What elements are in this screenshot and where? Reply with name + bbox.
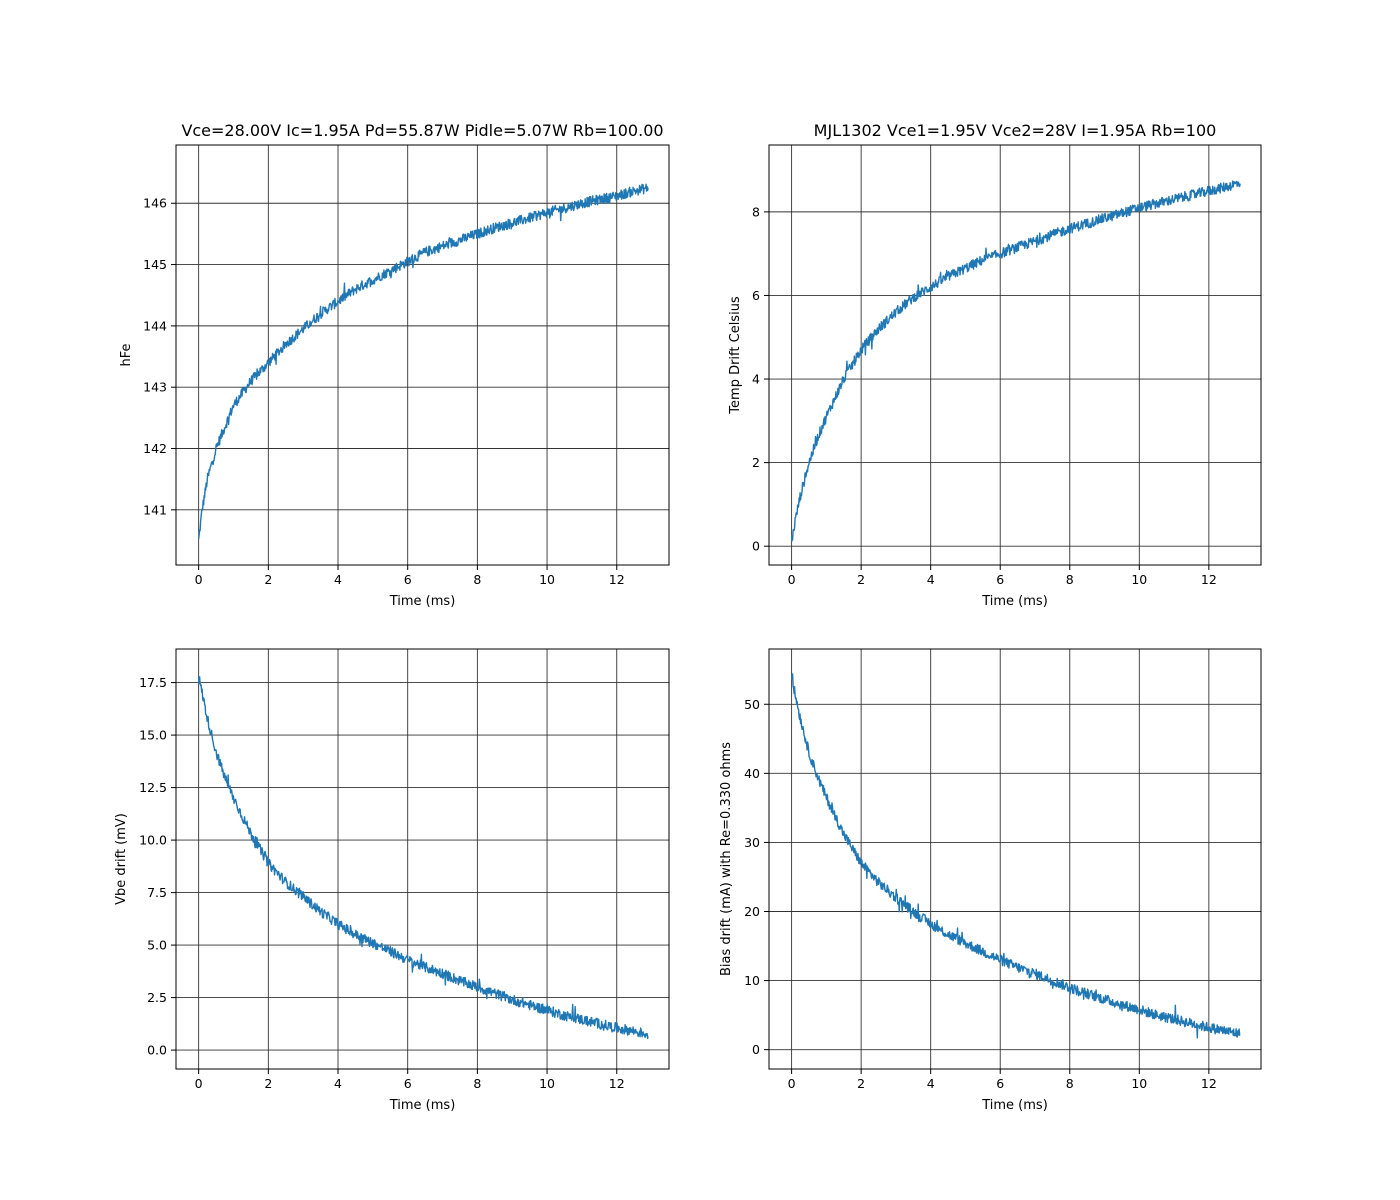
y-tick-label: 17.5 [139, 675, 167, 690]
plot-frame [768, 144, 1262, 566]
y-tick-label: 143 [143, 380, 167, 395]
y-tick-label: 10.0 [139, 833, 167, 848]
x-tick-label: 4 [927, 572, 935, 587]
x-tick-label: 12 [1201, 1076, 1217, 1091]
x-tick-label: 0 [195, 1076, 203, 1091]
y-tick-label: 8 [752, 204, 760, 219]
x-tick-label: 12 [1201, 572, 1217, 587]
y-tick-label: 50 [744, 697, 760, 712]
x-tick-label: 6 [996, 1076, 1004, 1091]
subplot-vbe-drift: Time (ms) Vbe drift (mV) 0 2 4 6 8 10 12 0.0 2.5… [114, 648, 670, 1113]
y-tick-label: 2.5 [147, 990, 167, 1005]
chart-title: MJL1302 Vce1=1.95V Vce2=28V I=1.95A Rb=1… [814, 121, 1217, 140]
y-tick-label: 144 [143, 318, 167, 333]
x-tick-label: 2 [857, 572, 865, 587]
data-series-line [197, 183, 649, 539]
x-tick-label: 6 [996, 572, 1004, 587]
x-tick-label: 6 [404, 1076, 412, 1091]
y-tick-label: 0 [752, 1042, 760, 1057]
x-tick-label: 8 [473, 572, 481, 587]
y-tick-label: 12.5 [139, 780, 167, 795]
x-tick-label: 4 [927, 1076, 935, 1091]
y-axis-label: Temp Drift Celsius [728, 296, 743, 415]
y-tick-label: 7.5 [147, 885, 167, 900]
y-tick-label: 141 [143, 502, 167, 517]
y-axis-label: hFe [119, 343, 134, 366]
x-axis-label: Time (ms) [981, 1098, 1048, 1113]
plot-frame [175, 144, 670, 566]
y-tick-label: 20 [744, 904, 760, 919]
x-tick-label: 10 [1131, 1076, 1147, 1091]
data-series-line [197, 676, 649, 1040]
x-tick-label: 8 [1066, 1076, 1074, 1091]
x-tick-label: 0 [195, 572, 203, 587]
data-series-line [790, 180, 1241, 542]
x-tick-label: 0 [788, 572, 796, 587]
x-tick-label: 12 [609, 572, 625, 587]
y-tick-label: 6 [752, 288, 760, 303]
y-tick-label: 4 [752, 372, 760, 387]
x-axis-label: Time (ms) [389, 594, 456, 609]
x-tick-label: 4 [334, 1076, 342, 1091]
subplot-hfe: Vce=28.00V Ic=1.95A Pd=55.87W Pidle=5.07… [119, 121, 670, 609]
x-tick-label: 6 [404, 572, 412, 587]
plot-frame [768, 648, 1262, 1070]
y-tick-label: 0.0 [147, 1043, 167, 1058]
y-tick-label: 146 [143, 196, 167, 211]
subplot-bias-drift: Time (ms) Bias drift (mA) with Re=0.330 … [719, 648, 1262, 1113]
y-tick-label: 145 [143, 257, 167, 272]
y-tick-label: 15.0 [139, 728, 167, 743]
x-tick-label: 10 [539, 572, 555, 587]
x-tick-label: 2 [264, 1076, 272, 1091]
y-tick-label: 30 [744, 835, 760, 850]
y-tick-label: 40 [744, 766, 760, 781]
y-tick-label: 10 [744, 973, 760, 988]
chart-title: Vce=28.00V Ic=1.95A Pd=55.87W Pidle=5.07… [181, 121, 663, 140]
y-tick-label: 5.0 [147, 938, 167, 953]
x-tick-label: 4 [334, 572, 342, 587]
x-tick-label: 10 [539, 1076, 555, 1091]
x-tick-label: 0 [788, 1076, 796, 1091]
y-axis-label: Bias drift (mA) with Re=0.330 ohms [719, 742, 734, 976]
x-tick-label: 8 [473, 1076, 481, 1091]
y-tick-label: 0 [752, 539, 760, 554]
x-tick-label: 10 [1131, 572, 1147, 587]
subplot-temp-drift: MJL1302 Vce1=1.95V Vce2=28V I=1.95A Rb=1… [728, 121, 1262, 609]
plot-frame [175, 648, 670, 1070]
y-tick-label: 142 [143, 441, 167, 456]
y-axis-label: Vbe drift (mV) [114, 813, 129, 905]
x-tick-label: 2 [857, 1076, 865, 1091]
x-axis-label: Time (ms) [389, 1098, 456, 1113]
x-axis-label: Time (ms) [981, 594, 1048, 609]
x-tick-label: 2 [264, 572, 272, 587]
x-tick-label: 12 [609, 1076, 625, 1091]
y-tick-label: 2 [752, 455, 760, 470]
data-series-line [790, 673, 1241, 1039]
x-tick-label: 8 [1066, 572, 1074, 587]
